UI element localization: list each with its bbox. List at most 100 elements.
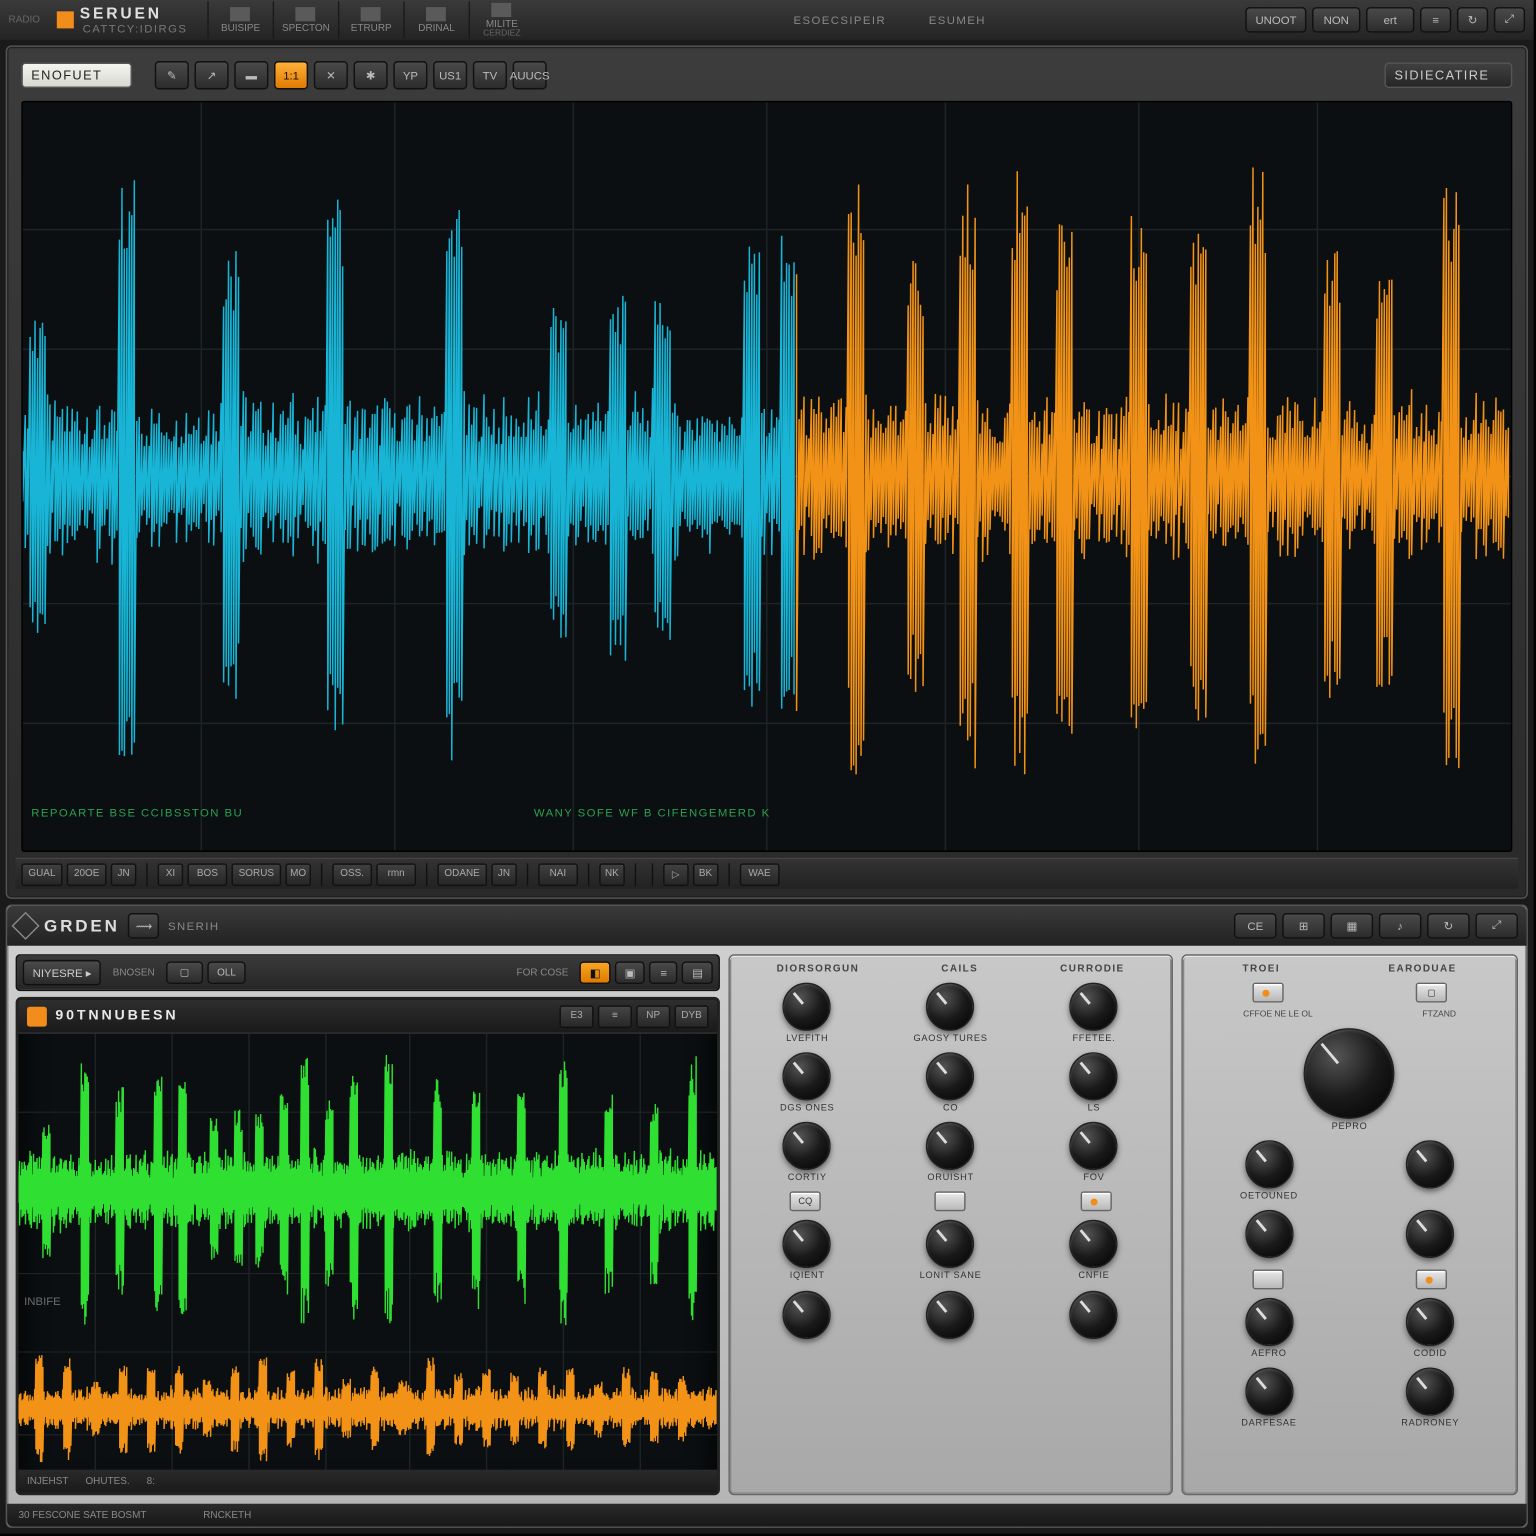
knob[interactable] [926, 1290, 974, 1338]
knob[interactable] [1070, 1122, 1118, 1170]
lt-btn[interactable]: ◧ [580, 961, 611, 984]
lower-top-btn[interactable]: CE [1234, 913, 1277, 939]
bottom-btn[interactable]: MO [285, 863, 311, 886]
bottom-btn[interactable]: BOS [188, 863, 228, 886]
knob-label: GAOSY TURES [914, 1034, 988, 1044]
top-btn[interactable]: ⤢ [1494, 7, 1525, 33]
bottom-btn[interactable]: NAI [538, 863, 578, 886]
knob[interactable] [1070, 1290, 1118, 1338]
lt-btn[interactable]: ▢ [166, 961, 203, 984]
bottom-btn[interactable]: XI [158, 863, 184, 886]
panel-hdr: CURRODIE [1060, 964, 1124, 974]
screen-tb-btn[interactable]: DYB [675, 1005, 709, 1028]
bottom-btn[interactable]: OSS. [332, 863, 372, 886]
menu-milite[interactable]: MILITECERDIEZ [468, 1, 533, 38]
knob[interactable] [926, 1122, 974, 1170]
lt-btn[interactable]: OLL [207, 961, 246, 984]
knob[interactable] [1406, 1210, 1454, 1258]
knob[interactable] [1245, 1140, 1293, 1188]
lt-btn[interactable]: ▤ [682, 961, 713, 984]
toolbar-btn[interactable]: ✎ [155, 61, 189, 89]
panel-hdr: CAILS [941, 964, 978, 974]
menu-drinal[interactable]: DRINAL [403, 1, 468, 38]
knob[interactable] [1406, 1368, 1454, 1416]
small-button[interactable]: CQ [790, 1192, 821, 1212]
toolbar-btn[interactable]: ✕ [314, 61, 348, 89]
small-button[interactable] [1416, 1270, 1447, 1290]
corner-label: RADIO [9, 15, 40, 25]
lt-btn[interactable]: ▣ [615, 961, 646, 984]
knob[interactable] [1070, 1052, 1118, 1100]
screen-tb-btn[interactable]: ≡ [598, 1005, 632, 1028]
small-button[interactable] [1080, 1192, 1111, 1212]
lower-brand: GRDEN [44, 916, 120, 936]
bottom-btn[interactable]: BK [693, 863, 719, 886]
knob[interactable] [926, 983, 974, 1031]
top-btn[interactable]: ≡ [1420, 7, 1451, 33]
knob[interactable] [1070, 983, 1118, 1031]
toolbar-btn[interactable]: AUUCS [513, 61, 547, 89]
app-logo: SERUEN CATTCY:IDIRGS [57, 5, 187, 35]
lower-mode-button[interactable]: ⟿ [128, 913, 159, 939]
knob[interactable] [783, 1290, 831, 1338]
knob[interactable] [783, 1220, 831, 1268]
bottom-btn[interactable]: JN [491, 863, 517, 886]
preset-field[interactable]: ENOFUET [21, 62, 132, 88]
knob[interactable] [1245, 1210, 1293, 1258]
toolbar-btn[interactable]: ✱ [354, 61, 388, 89]
small-button[interactable]: ▢ [1416, 983, 1447, 1003]
upper-waveform-display[interactable]: REPOARTE BSE CCIBSSTON BU WANY SOFE WF B… [21, 101, 1512, 852]
knob[interactable] [1245, 1368, 1293, 1416]
menu-specton[interactable]: SPECTON [273, 1, 338, 38]
screen-tb-btn[interactable]: NP [636, 1005, 670, 1028]
top-btn[interactable]: NON [1312, 7, 1360, 33]
screen-tb-btn[interactable]: E3 [559, 1005, 593, 1028]
lower-top-btn[interactable]: ↻ [1427, 913, 1470, 939]
lower-top-btn[interactable]: ♪ [1379, 913, 1422, 939]
bottom-btn[interactable]: GUAL [21, 863, 62, 886]
toolbar-btn[interactable]: YP [393, 61, 427, 89]
knob-panel-1: DIORSORGUNCAILSCURRODIELVEFITHGAOSY TURE… [728, 954, 1172, 1495]
lower-top-btn[interactable]: ⤢ [1475, 913, 1518, 939]
bottom-btn[interactable]: ▷ [663, 863, 689, 886]
knob[interactable] [1406, 1298, 1454, 1346]
lower-screen[interactable]: 90TNNUBESN E3≡NPDYB INBIFE INJEHSTOHUTES… [16, 997, 720, 1495]
knob[interactable] [926, 1052, 974, 1100]
knob-cell: LONIT SANE [908, 1220, 993, 1281]
logo-mark-icon [57, 11, 74, 28]
knob[interactable] [1070, 1220, 1118, 1268]
toolbar-btn[interactable]: US1 [433, 61, 467, 89]
toolbar-btn[interactable]: ▬ [234, 61, 268, 89]
upper-right-button[interactable]: SIDIECATIRE [1385, 62, 1513, 88]
toolbar-btn[interactable]: TV [473, 61, 507, 89]
knob[interactable] [1245, 1298, 1293, 1346]
bottom-btn[interactable]: JN [111, 863, 137, 886]
bottom-btn[interactable]: SORUS [232, 863, 282, 886]
bottom-btn[interactable]: rmn [376, 863, 416, 886]
menu-etrurp[interactable]: ETRURP [338, 1, 403, 38]
lt-btn[interactable]: ≡ [650, 961, 678, 984]
bottom-btn[interactable]: WAE [740, 863, 780, 886]
top-btn[interactable]: UNOOT [1246, 7, 1307, 33]
top-btn[interactable]: ↻ [1457, 7, 1488, 33]
toolbar-btn[interactable]: 1:1 [274, 61, 308, 89]
knob[interactable] [1304, 1028, 1395, 1119]
preset-chip[interactable]: NIYESRE ▸ [23, 960, 102, 986]
lower-top-btn[interactable]: ⊞ [1282, 913, 1325, 939]
knob[interactable] [783, 1122, 831, 1170]
knob[interactable] [783, 1052, 831, 1100]
small-button[interactable] [1252, 983, 1283, 1003]
knob[interactable] [783, 983, 831, 1031]
bottom-btn[interactable]: 20OE [67, 863, 107, 886]
knob[interactable] [1406, 1140, 1454, 1188]
bottom-btn[interactable]: ODANE [437, 863, 487, 886]
knob-label: CO [943, 1104, 958, 1114]
menu-buisipe[interactable]: BUISIPE [207, 1, 272, 38]
bottom-btn[interactable]: NK [599, 863, 625, 886]
knob[interactable] [926, 1220, 974, 1268]
lower-top-btn[interactable]: ▦ [1331, 913, 1374, 939]
toolbar-btn[interactable]: ↗ [195, 61, 229, 89]
small-button[interactable] [1252, 1270, 1283, 1290]
top-btn[interactable]: ert [1366, 7, 1414, 33]
small-button[interactable] [935, 1192, 966, 1212]
